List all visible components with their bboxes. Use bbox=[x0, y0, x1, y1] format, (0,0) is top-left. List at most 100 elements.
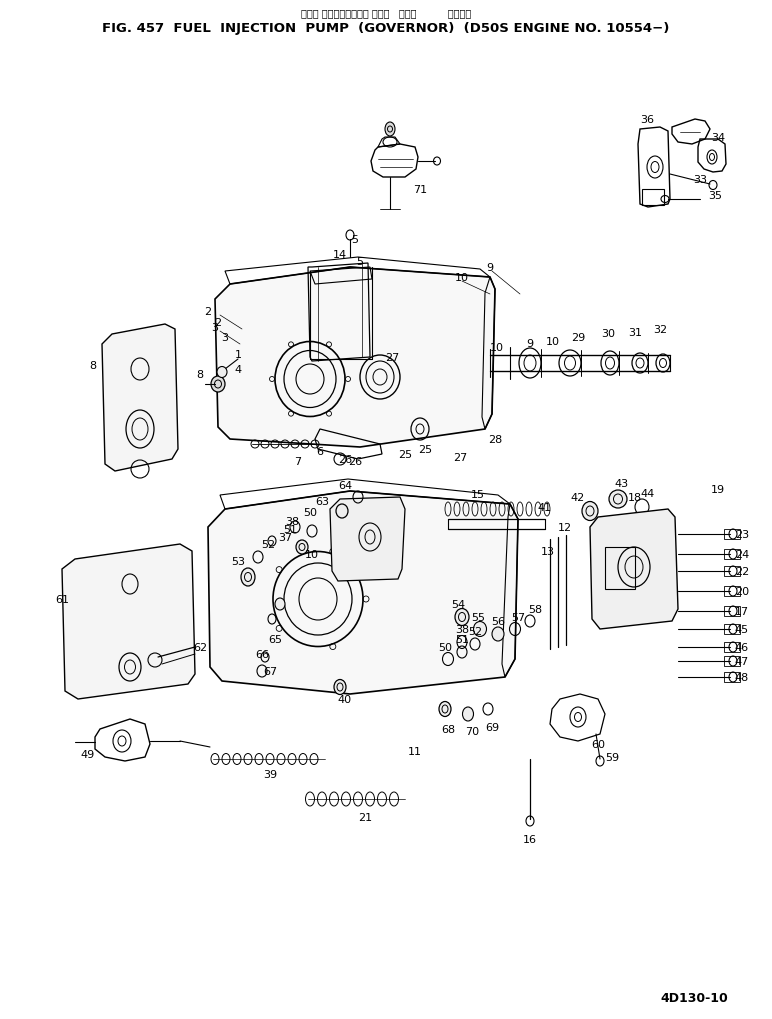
Text: 47: 47 bbox=[735, 656, 749, 666]
Text: 43: 43 bbox=[615, 479, 629, 488]
Text: 23: 23 bbox=[735, 530, 749, 539]
Text: 40: 40 bbox=[338, 694, 352, 704]
Ellipse shape bbox=[275, 598, 285, 610]
Bar bbox=[724, 656, 740, 666]
Text: 27: 27 bbox=[453, 452, 467, 463]
Bar bbox=[642, 190, 664, 206]
Text: 6: 6 bbox=[317, 446, 323, 457]
Text: 33: 33 bbox=[693, 175, 707, 184]
Text: 3: 3 bbox=[222, 332, 229, 342]
Text: 21: 21 bbox=[358, 812, 372, 822]
Text: 29: 29 bbox=[571, 332, 585, 342]
Bar bbox=[724, 567, 740, 577]
Text: 10: 10 bbox=[546, 336, 560, 346]
Text: 9: 9 bbox=[486, 263, 493, 273]
Text: 12: 12 bbox=[558, 523, 572, 533]
Text: 55: 55 bbox=[471, 612, 485, 623]
Text: 45: 45 bbox=[735, 625, 749, 635]
Ellipse shape bbox=[211, 377, 225, 392]
Text: 1: 1 bbox=[235, 350, 242, 360]
Text: 46: 46 bbox=[735, 642, 749, 652]
Text: 25: 25 bbox=[418, 444, 432, 454]
Text: 70: 70 bbox=[465, 727, 479, 737]
Text: 48: 48 bbox=[735, 673, 749, 683]
Text: 36: 36 bbox=[640, 115, 654, 125]
Text: 59: 59 bbox=[605, 752, 619, 762]
Text: 5: 5 bbox=[357, 257, 364, 267]
Text: 26: 26 bbox=[338, 454, 352, 465]
Text: 64: 64 bbox=[338, 481, 352, 490]
Text: 17: 17 bbox=[735, 606, 749, 616]
Text: 42: 42 bbox=[571, 492, 585, 502]
Text: 3: 3 bbox=[212, 323, 218, 332]
Text: 37: 37 bbox=[278, 533, 292, 542]
Text: FIG. 457  FUEL  INJECTION  PUMP  (GOVERNOR)  (D50S ENGINE NO. 10554−): FIG. 457 FUEL INJECTION PUMP (GOVERNOR) … bbox=[103, 22, 669, 35]
Text: 9: 9 bbox=[527, 338, 533, 348]
Text: 38: 38 bbox=[455, 625, 469, 635]
Text: 39: 39 bbox=[263, 769, 277, 780]
Ellipse shape bbox=[473, 622, 486, 637]
Text: 69: 69 bbox=[485, 722, 499, 733]
Polygon shape bbox=[590, 510, 678, 630]
Bar bbox=[724, 642, 740, 652]
Text: 2: 2 bbox=[215, 318, 222, 328]
Text: 52: 52 bbox=[468, 627, 482, 637]
Text: 66: 66 bbox=[255, 649, 269, 659]
Text: 5: 5 bbox=[351, 234, 358, 245]
Polygon shape bbox=[102, 325, 178, 472]
Text: 41: 41 bbox=[538, 502, 552, 513]
Text: 71: 71 bbox=[413, 184, 427, 195]
Ellipse shape bbox=[582, 502, 598, 521]
Text: 8: 8 bbox=[90, 361, 96, 371]
Bar bbox=[605, 547, 635, 589]
Text: 57: 57 bbox=[511, 612, 525, 623]
Text: 14: 14 bbox=[333, 250, 347, 260]
Polygon shape bbox=[62, 544, 195, 699]
Ellipse shape bbox=[462, 707, 473, 721]
Ellipse shape bbox=[439, 702, 451, 716]
Text: 65: 65 bbox=[268, 635, 282, 644]
Text: 49: 49 bbox=[81, 749, 95, 759]
Text: 44: 44 bbox=[641, 488, 655, 498]
Text: 25: 25 bbox=[398, 449, 412, 460]
Text: 62: 62 bbox=[193, 642, 207, 652]
Ellipse shape bbox=[492, 628, 504, 641]
Text: 38: 38 bbox=[285, 517, 299, 527]
Text: 28: 28 bbox=[488, 434, 502, 444]
Ellipse shape bbox=[609, 490, 627, 508]
Bar bbox=[724, 625, 740, 635]
Text: 26: 26 bbox=[348, 457, 362, 467]
Text: 24: 24 bbox=[735, 549, 749, 559]
Text: 67: 67 bbox=[263, 666, 277, 677]
Text: 10: 10 bbox=[305, 549, 319, 559]
Ellipse shape bbox=[385, 123, 395, 137]
Ellipse shape bbox=[217, 367, 227, 378]
Text: 18: 18 bbox=[628, 492, 642, 502]
Text: 4D130-10: 4D130-10 bbox=[660, 991, 728, 1004]
Ellipse shape bbox=[241, 569, 255, 586]
Text: 30: 30 bbox=[601, 329, 615, 338]
Text: 58: 58 bbox=[528, 604, 542, 614]
Text: 22: 22 bbox=[735, 567, 749, 577]
Ellipse shape bbox=[336, 504, 348, 519]
Bar bbox=[724, 586, 740, 596]
Ellipse shape bbox=[455, 609, 469, 626]
Text: 51: 51 bbox=[283, 525, 297, 535]
Text: 31: 31 bbox=[628, 328, 642, 337]
Text: 19: 19 bbox=[711, 484, 725, 494]
Ellipse shape bbox=[334, 680, 346, 695]
Text: 11: 11 bbox=[408, 746, 422, 756]
Text: 27: 27 bbox=[385, 353, 399, 363]
Text: 10: 10 bbox=[455, 273, 469, 282]
Text: 53: 53 bbox=[231, 556, 245, 567]
Text: 4: 4 bbox=[235, 365, 242, 375]
Text: 16: 16 bbox=[523, 835, 537, 844]
Bar bbox=[724, 549, 740, 559]
Polygon shape bbox=[330, 497, 405, 582]
Text: 10: 10 bbox=[490, 342, 504, 353]
Text: 60: 60 bbox=[591, 739, 605, 749]
Text: 51: 51 bbox=[455, 635, 469, 644]
Ellipse shape bbox=[296, 540, 308, 554]
Text: 15: 15 bbox=[471, 489, 485, 499]
Bar bbox=[724, 673, 740, 683]
